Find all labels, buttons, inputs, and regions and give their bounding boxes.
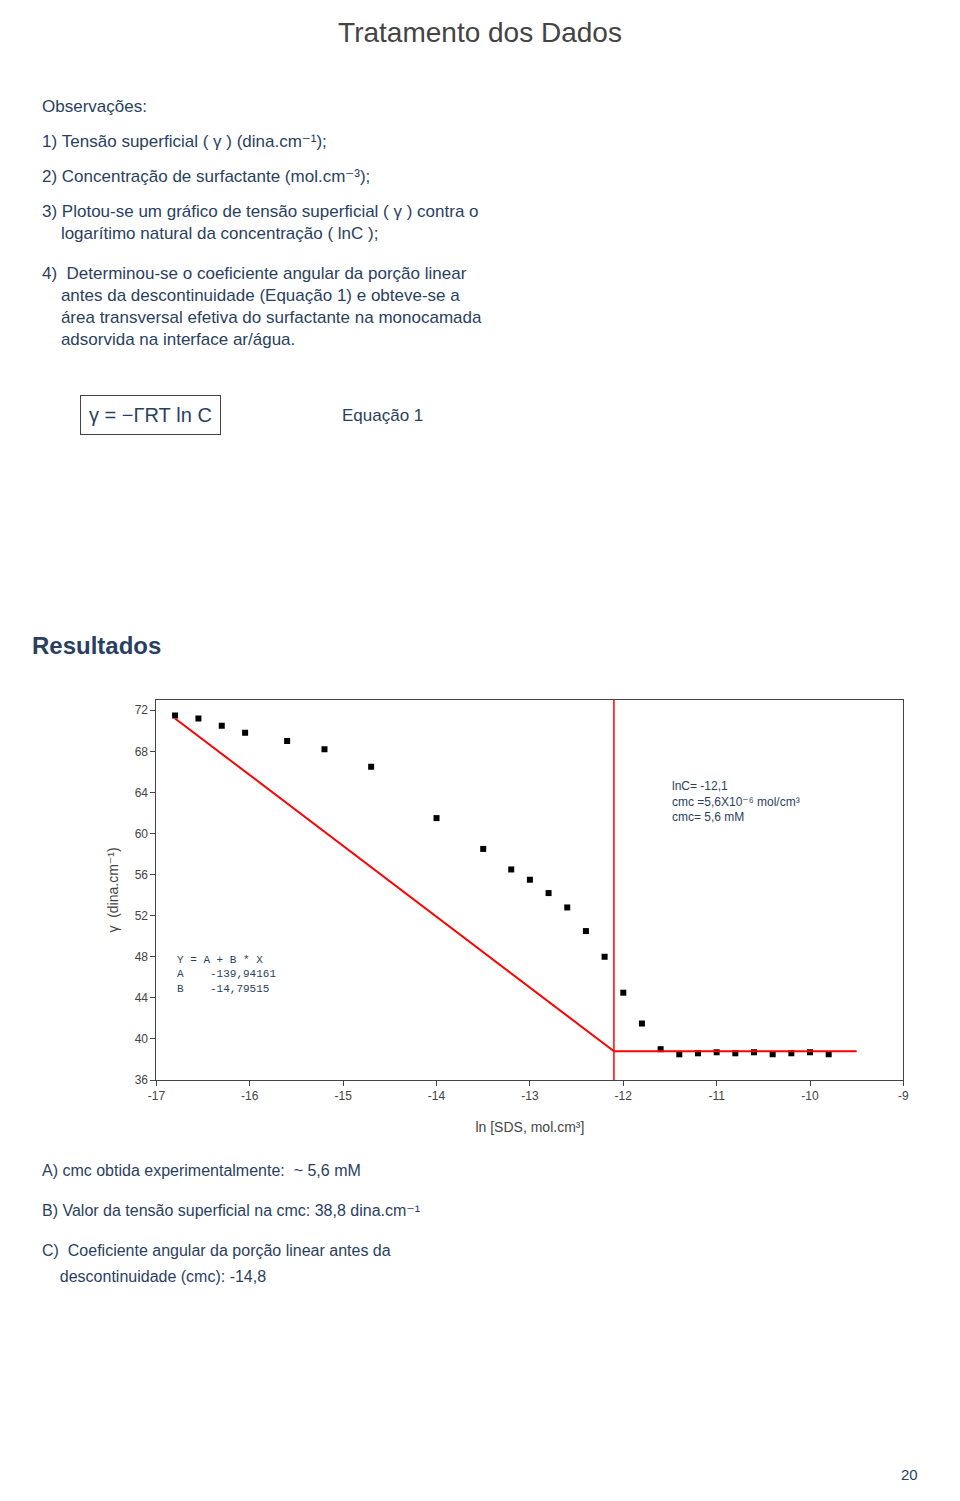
svg-text:Equação 1: Equação 1 xyxy=(342,406,423,425)
svg-text:52: 52 xyxy=(135,909,149,923)
svg-text:-9: -9 xyxy=(898,1089,909,1103)
svg-text:20: 20 xyxy=(901,1466,918,1483)
svg-text:36: 36 xyxy=(135,1073,149,1087)
svg-text:γ = −ΓRT ln C: γ = −ΓRT ln C xyxy=(89,404,212,426)
svg-text:3) Plotou-se um gráfico de ten: 3) Plotou-se um gráfico de tensão superf… xyxy=(42,202,479,243)
svg-text:-13: -13 xyxy=(521,1089,539,1103)
svg-text:-10: -10 xyxy=(801,1089,819,1103)
svg-text:44: 44 xyxy=(135,991,149,1005)
svg-text:-15: -15 xyxy=(334,1089,352,1103)
svg-text:-16: -16 xyxy=(241,1089,259,1103)
svg-text:lnC= -12,1cmc =5,6X10⁻⁶ mol/cm: lnC= -12,1cmc =5,6X10⁻⁶ mol/cm³cmc= 5,6 … xyxy=(672,779,800,824)
svg-text:-12: -12 xyxy=(615,1089,633,1103)
svg-text:C) Coeficiente angular da por: C) Coeficiente angular da porção linear … xyxy=(42,1242,391,1259)
svg-text:Resultados: Resultados xyxy=(32,632,161,659)
svg-text:72: 72 xyxy=(135,703,149,717)
svg-text:-11: -11 xyxy=(708,1089,725,1103)
svg-text:48: 48 xyxy=(135,950,149,964)
svg-text:56: 56 xyxy=(135,868,149,882)
svg-text:-14: -14 xyxy=(428,1089,446,1103)
svg-text:Y = A + B * XA -139,94161B: Y = A + B * XA -139,94161B -14,79515 xyxy=(177,954,276,995)
svg-text:4) Determinou-se o coeficient: 4) Determinou-se o coeficiente angular d… xyxy=(42,264,482,349)
svg-text:B) Valor da tensão superficial: B) Valor da tensão superficial na cmc: 3… xyxy=(42,1202,420,1219)
svg-text:Observações:: Observações: xyxy=(42,97,147,116)
svg-text:1) Tensão superficial ( γ ) (d: 1) Tensão superficial ( γ ) (dina.cm⁻¹); xyxy=(42,132,327,151)
svg-text:A) cmc obtida experimentalment: A) cmc obtida experimentalmente: ~ 5,6 m… xyxy=(42,1162,361,1179)
svg-text:descontinuidade (cmc): -14,8: descontinuidade (cmc): -14,8 xyxy=(42,1268,266,1285)
svg-text:-17: -17 xyxy=(148,1089,166,1103)
svg-text:Tratamento dos Dados: Tratamento dos Dados xyxy=(338,17,622,48)
svg-text:68: 68 xyxy=(135,745,149,759)
svg-text:64: 64 xyxy=(135,786,149,800)
svg-text:γ (dina.cm⁻¹): γ (dina.cm⁻¹) xyxy=(105,847,121,932)
svg-text:60: 60 xyxy=(135,827,149,841)
svg-text:2) Concentração de surfactante: 2) Concentração de surfactante (mol.cm⁻³… xyxy=(42,167,370,186)
svg-text:40: 40 xyxy=(135,1032,149,1046)
svg-text:ln [SDS, mol.cm³]: ln [SDS, mol.cm³] xyxy=(475,1119,584,1135)
